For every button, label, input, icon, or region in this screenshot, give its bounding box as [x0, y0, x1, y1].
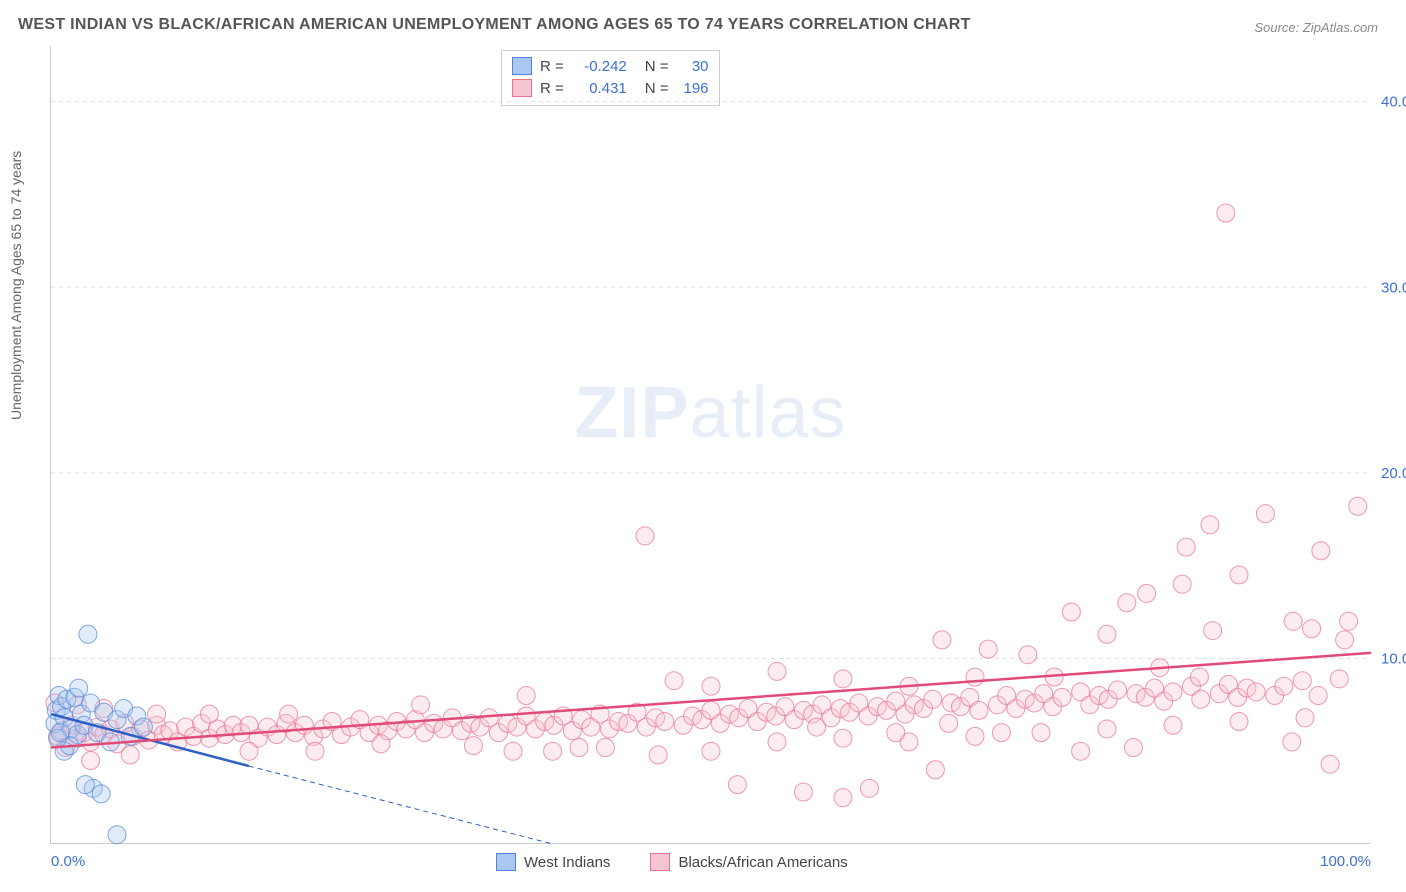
svg-text:30.0%: 30.0%: [1381, 279, 1406, 296]
svg-text:100.0%: 100.0%: [1320, 853, 1371, 870]
legend-label-2: Blacks/African Americans: [678, 854, 847, 871]
scatter-svg: 10.0%20.0%30.0%40.0%0.0%100.0%: [51, 46, 1370, 843]
y-axis-label: Unemployment Among Ages 65 to 74 years: [8, 151, 24, 420]
bottom-legend: West Indians Blacks/African Americans: [496, 853, 848, 871]
legend-swatch-1: [496, 853, 516, 871]
legend-item-1: West Indians: [496, 853, 610, 871]
legend-item-2: Blacks/African Americans: [650, 853, 847, 871]
svg-text:40.0%: 40.0%: [1381, 94, 1406, 111]
svg-text:10.0%: 10.0%: [1381, 650, 1406, 667]
chart-title: WEST INDIAN VS BLACK/AFRICAN AMERICAN UN…: [18, 16, 971, 34]
plot-area: ZIPatlas R = -0.242 N = 30 R = 0.431 N =…: [50, 46, 1370, 844]
svg-text:0.0%: 0.0%: [51, 853, 85, 870]
legend-label-1: West Indians: [524, 854, 610, 871]
svg-text:20.0%: 20.0%: [1381, 465, 1406, 482]
legend-swatch-2: [650, 853, 670, 871]
source-label: Source: ZipAtlas.com: [1254, 20, 1378, 35]
